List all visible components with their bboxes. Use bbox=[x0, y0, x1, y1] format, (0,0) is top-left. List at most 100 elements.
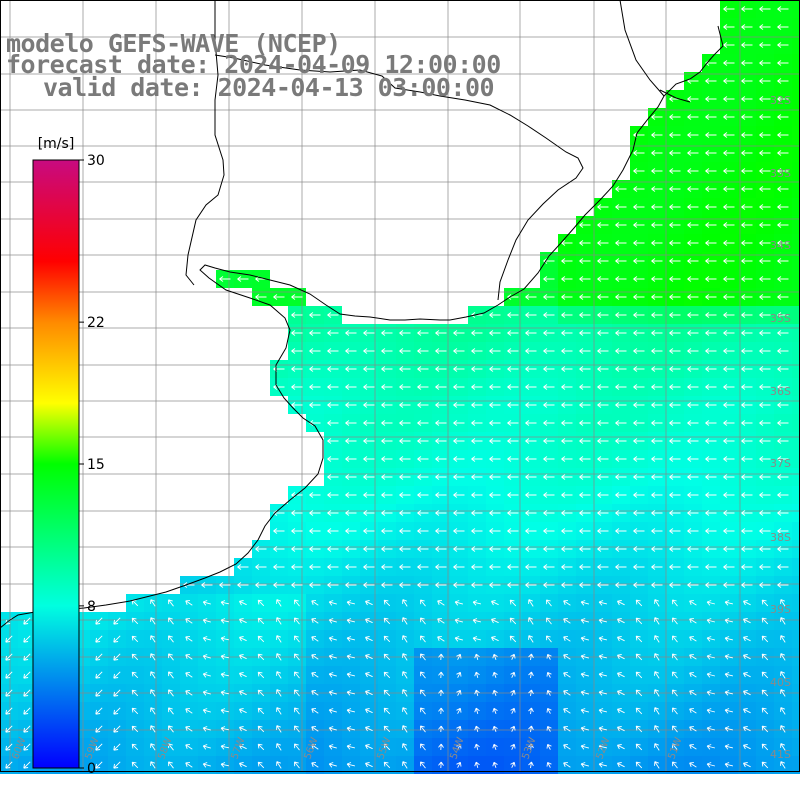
wind-arrow bbox=[561, 276, 573, 282]
wind-arrow bbox=[438, 707, 444, 715]
wind-arrow bbox=[615, 582, 627, 588]
wind-arrow bbox=[435, 528, 447, 534]
wind-arrow bbox=[456, 689, 462, 696]
wind-arrow bbox=[489, 366, 501, 372]
wind-arrow bbox=[780, 761, 786, 769]
wind-arrow bbox=[417, 546, 429, 552]
wind-arrow bbox=[705, 330, 717, 336]
wind-arrow bbox=[743, 672, 751, 678]
wind-arrow bbox=[687, 150, 699, 156]
wind-arrow bbox=[489, 384, 501, 390]
wind-arrow bbox=[472, 636, 482, 642]
wind-arrow bbox=[454, 600, 464, 606]
wind-arrow bbox=[507, 582, 519, 588]
wind-arrow bbox=[759, 42, 771, 48]
wind-arrow bbox=[381, 420, 393, 426]
wind-arrow bbox=[598, 708, 608, 714]
wind-arrow bbox=[546, 599, 552, 607]
wind-arrow bbox=[383, 671, 391, 679]
wind-arrow bbox=[615, 438, 627, 444]
field-cell bbox=[792, 522, 800, 540]
wind-arrow bbox=[489, 330, 501, 336]
wind-arrow bbox=[579, 312, 591, 318]
wind-arrow bbox=[381, 546, 393, 552]
wind-arrow bbox=[654, 635, 660, 643]
wind-arrow bbox=[687, 222, 699, 228]
wind-arrow bbox=[597, 348, 609, 354]
wind-arrow bbox=[363, 564, 375, 570]
wind-arrow bbox=[328, 672, 337, 678]
wind-arrow bbox=[615, 420, 627, 426]
wind-arrow bbox=[471, 420, 483, 426]
wind-arrow bbox=[311, 618, 319, 624]
wind-arrow bbox=[723, 240, 735, 246]
wind-arrow bbox=[543, 456, 555, 462]
lat-label: 41S bbox=[770, 748, 791, 761]
wind-arrow bbox=[95, 653, 103, 661]
wind-arrow bbox=[435, 564, 447, 570]
wind-arrow bbox=[669, 240, 681, 246]
wind-arrow bbox=[546, 689, 552, 696]
wind-arrow bbox=[294, 707, 300, 715]
field-cell bbox=[792, 630, 800, 648]
wind-arrow bbox=[402, 761, 408, 769]
wind-arrow bbox=[669, 582, 681, 588]
colorbar: [m/s] 30 22 15 8 0 bbox=[32, 136, 105, 777]
wind-arrow bbox=[651, 330, 663, 336]
wind-arrow bbox=[438, 725, 444, 733]
wind-arrow bbox=[687, 402, 699, 408]
wind-arrow bbox=[741, 312, 753, 318]
wind-arrow bbox=[291, 294, 303, 300]
wind-arrow bbox=[741, 222, 753, 228]
wind-arrow bbox=[363, 510, 375, 516]
wind-arrow bbox=[95, 761, 103, 769]
wind-arrow bbox=[202, 600, 211, 606]
wind-arrow bbox=[507, 402, 519, 408]
wind-arrow bbox=[689, 690, 697, 696]
wind-arrow bbox=[724, 708, 734, 714]
wind-arrow bbox=[23, 707, 31, 715]
wind-arrow bbox=[777, 60, 789, 66]
wind-arrow bbox=[345, 366, 357, 372]
field-cell bbox=[792, 756, 800, 774]
wind-arrow bbox=[543, 474, 555, 480]
wind-arrow bbox=[705, 114, 717, 120]
wind-arrow bbox=[276, 635, 282, 643]
wind-arrow bbox=[420, 617, 426, 625]
wind-arrow bbox=[202, 654, 211, 660]
wind-arrow bbox=[633, 150, 645, 156]
wind-arrow bbox=[759, 348, 771, 354]
wind-arrow bbox=[759, 492, 771, 498]
wind-arrow bbox=[651, 348, 663, 354]
wind-arrow bbox=[95, 725, 103, 733]
wind-arrow bbox=[399, 510, 411, 516]
wind-arrow bbox=[399, 528, 411, 534]
wind-arrow bbox=[543, 366, 555, 372]
wind-arrow bbox=[651, 312, 663, 318]
wind-arrow bbox=[759, 24, 771, 30]
wind-arrow bbox=[150, 599, 156, 607]
wind-arrow bbox=[417, 528, 429, 534]
wind-arrow bbox=[363, 420, 375, 426]
wind-arrow bbox=[597, 204, 609, 210]
wind-arrow bbox=[759, 528, 771, 534]
wind-arrow bbox=[777, 456, 789, 462]
wind-arrow bbox=[202, 708, 211, 714]
wind-arrow bbox=[687, 546, 699, 552]
wind-arrow bbox=[705, 78, 717, 84]
wind-arrow bbox=[435, 384, 447, 390]
wind-arrow bbox=[633, 582, 645, 588]
wind-arrow bbox=[741, 348, 753, 354]
wind-arrow bbox=[257, 689, 265, 697]
wind-arrow bbox=[651, 582, 663, 588]
wind-arrow bbox=[453, 510, 465, 516]
wind-arrow bbox=[761, 599, 769, 607]
wind-arrow bbox=[669, 528, 681, 534]
wind-arrow bbox=[345, 348, 357, 354]
wind-arrow bbox=[706, 600, 716, 606]
wind-arrow bbox=[202, 690, 211, 696]
wind-arrow bbox=[150, 635, 156, 643]
wind-arrow bbox=[579, 348, 591, 354]
wind-arrow bbox=[705, 420, 717, 426]
wind-arrow bbox=[743, 636, 751, 642]
